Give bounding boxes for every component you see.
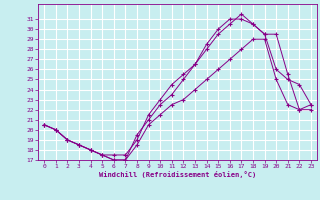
X-axis label: Windchill (Refroidissement éolien,°C): Windchill (Refroidissement éolien,°C): [99, 171, 256, 178]
